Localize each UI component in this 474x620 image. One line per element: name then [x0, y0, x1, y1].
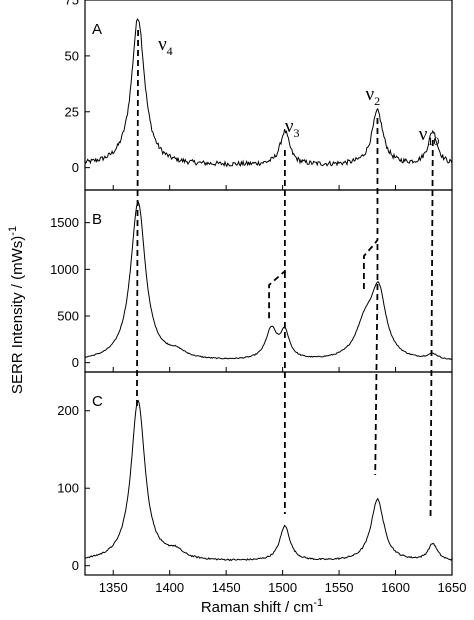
x-tick-label: 1500: [268, 580, 297, 595]
y-tick-label: 0: [72, 355, 79, 370]
y-tick-label: 25: [65, 104, 79, 119]
marker-line-nu10: [429, 139, 434, 519]
spectrum-trace-B: [84, 201, 453, 360]
peak-label-nu3: ν3: [285, 116, 300, 140]
peak-label-nu10: ν10: [419, 124, 440, 148]
y-tick-label: 100: [57, 481, 79, 496]
y-tick-label: 1000: [50, 262, 79, 277]
marker-line-nu2-lower: [374, 244, 379, 476]
x-tick-label: 1600: [381, 580, 410, 595]
x-tick-label: 1550: [325, 580, 354, 595]
chart-labels: 0 25 50 75 A 0 500 1000 1500 B 0 100 200 C 1350 1400 145…: [50, 0, 466, 595]
y-tick-label: 1500: [50, 215, 79, 230]
peak-label-nu2: ν2: [365, 84, 380, 108]
peak-label-nu4: ν4: [158, 34, 173, 58]
panel-label-A: A: [92, 21, 102, 38]
panel-frame-C: [84, 371, 453, 576]
spectrum-trace-A: [84, 18, 453, 168]
y-axis-title: SERR Intensity / (mWs)-1: [7, 226, 26, 394]
panel-label-C: C: [92, 393, 103, 410]
x-tick-label: 1350: [99, 580, 128, 595]
x-tick-label: 1450: [212, 580, 241, 595]
axis-ticks: [85, 0, 453, 575]
panel-frames: [84, 0, 453, 576]
y-tick-label: 0: [72, 558, 79, 573]
marker-line-nu3: [268, 150, 286, 322]
marker-line-nu4: [136, 29, 139, 411]
y-tick-label: 500: [57, 309, 79, 324]
spectrum-traces: [84, 18, 453, 562]
x-tick-label: 1400: [155, 580, 184, 595]
y-tick-label: 200: [57, 403, 79, 418]
peak-marker-lines: [136, 29, 434, 519]
x-tick-label: 1650: [438, 580, 467, 595]
x-axis-title: Raman shift / cm-1: [201, 597, 323, 616]
panel-label-B: B: [92, 211, 102, 228]
y-tick-label: 75: [65, 0, 79, 8]
spectrum-trace-C: [84, 399, 453, 562]
y-tick-label: 0: [72, 160, 79, 175]
marker-line-nu2: [363, 118, 379, 290]
y-tick-label: 50: [65, 48, 79, 63]
